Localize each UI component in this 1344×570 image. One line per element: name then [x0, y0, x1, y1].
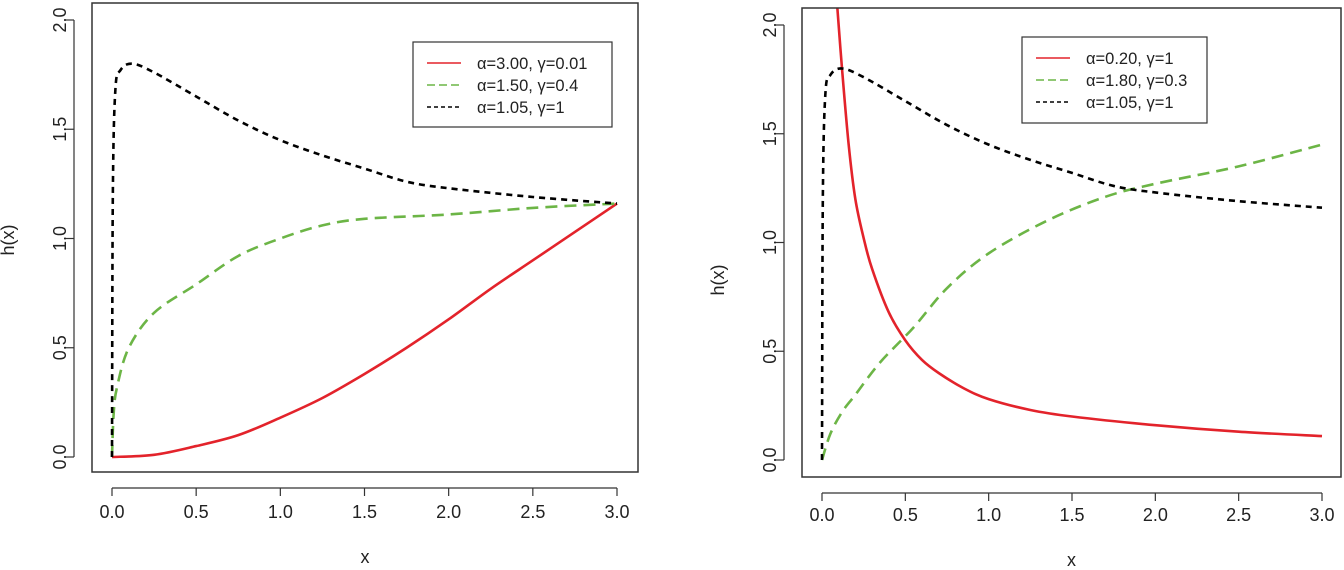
y-tick-label: 0.0 [760, 447, 780, 472]
x-tick-label: 2.0 [1143, 505, 1168, 525]
plot-panel-2: 0.0 0.5 1.0 1.5 2.0 2.5 3.0 0.0 0.5 1.0 1.5 2.0 x h(x… [708, 7, 1342, 570]
x-tick-label: 1.0 [976, 505, 1001, 525]
plot-panel-1: 0.0 0.5 1.0 1.5 2.0 2.5 3.0 0.0 0.5 1.0 1.5 2.0 x h(x… [0, 2, 639, 567]
x-tick-label: 1.5 [352, 502, 377, 522]
x-tick-label: 3.0 [604, 502, 629, 522]
legend-label-1: α=0.20, γ=1 [1086, 50, 1174, 68]
legend-label-1: α=3.00, γ=0.01 [477, 55, 587, 73]
legend-label-3: α=1.05, γ=1 [477, 99, 565, 117]
legend-label-3: α=1.05, γ=1 [1086, 94, 1174, 112]
x-tick-label: 0.0 [809, 505, 834, 525]
x-axis-label: x [361, 547, 370, 567]
plot-frame [801, 7, 1342, 478]
series-line-2 [820, 143, 1323, 461]
x-tick-label: 2.5 [1226, 505, 1251, 525]
y-tick-label: 1.5 [50, 117, 70, 142]
y-tick-label: 0.0 [50, 444, 70, 469]
y-axis-label: h(x) [0, 225, 18, 256]
y-tick-label: 1.5 [760, 121, 780, 146]
legend: α=0.20, γ=1 α=1.80, γ=0.3 α=1.05, γ=1 [1021, 36, 1208, 124]
x-tick-label: 0.5 [893, 505, 918, 525]
legend-label-2: α=1.50, γ=0.4 [477, 77, 578, 95]
x-tick-label: 2.5 [520, 502, 545, 522]
y-tick-label: 1.0 [760, 230, 780, 255]
y-tick-label: 0.5 [760, 339, 780, 364]
x-tick-label: 0.5 [184, 502, 209, 522]
y-tick-label: 2.0 [760, 12, 780, 37]
series-line-1 [111, 202, 618, 459]
x-tick-label: 2.0 [436, 502, 461, 522]
x-tick-label: 1.5 [1059, 505, 1084, 525]
y-tick-label: 1.0 [50, 226, 70, 251]
x-axis-label: x [1067, 550, 1076, 570]
x-tick-label: 0.0 [99, 502, 124, 522]
legend-label-2: α=1.80, γ=0.3 [1086, 72, 1187, 90]
x-tick-label: 1.0 [268, 502, 293, 522]
x-tick-label: 3.0 [1309, 505, 1334, 525]
plot-frame [91, 2, 639, 473]
series-line-1 [836, 8, 1323, 438]
legend: α=3.00, γ=0.01 α=1.50, γ=0.4 α=1.05, γ=1 [412, 41, 613, 128]
series-line-3 [820, 67, 1323, 461]
y-tick-label: 0.5 [50, 335, 70, 360]
y-axis-label: h(x) [708, 265, 728, 296]
y-tick-label: 2.0 [50, 7, 70, 32]
series-line-3 [110, 62, 618, 458]
series-line-2 [110, 202, 618, 458]
